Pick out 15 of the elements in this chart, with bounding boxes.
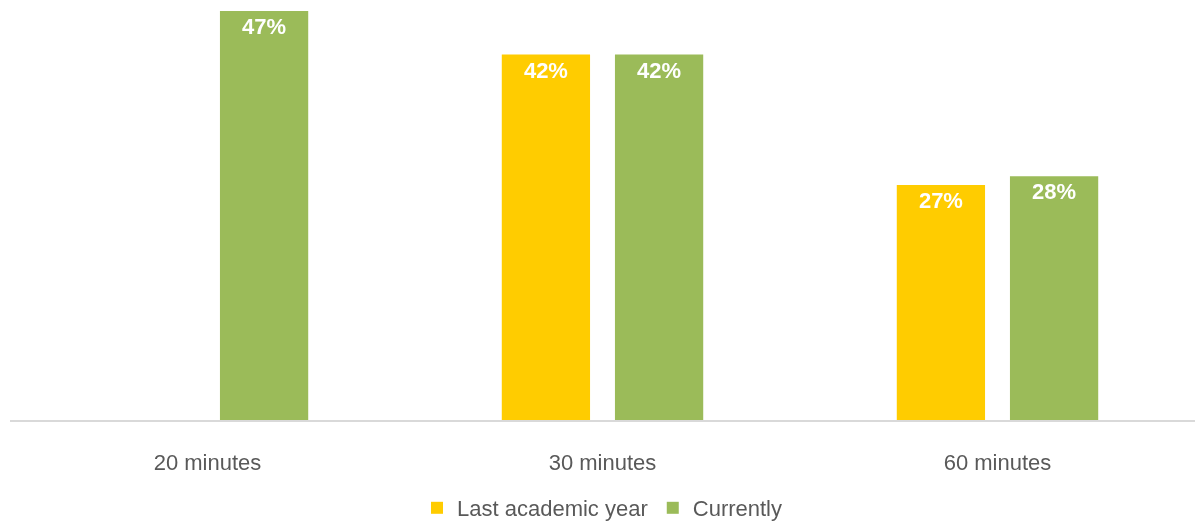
bar [896, 185, 986, 420]
x-tick-label: 30 minutes [548, 450, 657, 476]
data-label: 27% [918, 188, 963, 214]
legend-label: Last academic year [457, 496, 648, 522]
bar [501, 54, 591, 420]
bar [614, 54, 704, 420]
legend-label: Currently [692, 496, 783, 522]
data-label: 28% [1032, 179, 1077, 205]
x-tick-label: 20 minutes [153, 450, 262, 476]
data-label: 42% [523, 57, 568, 83]
data-label: 42% [637, 57, 682, 83]
bar [1009, 176, 1099, 420]
data-label: 47% [242, 14, 287, 39]
x-tick-label: 60 minutes [943, 450, 1052, 476]
bar [219, 11, 309, 420]
